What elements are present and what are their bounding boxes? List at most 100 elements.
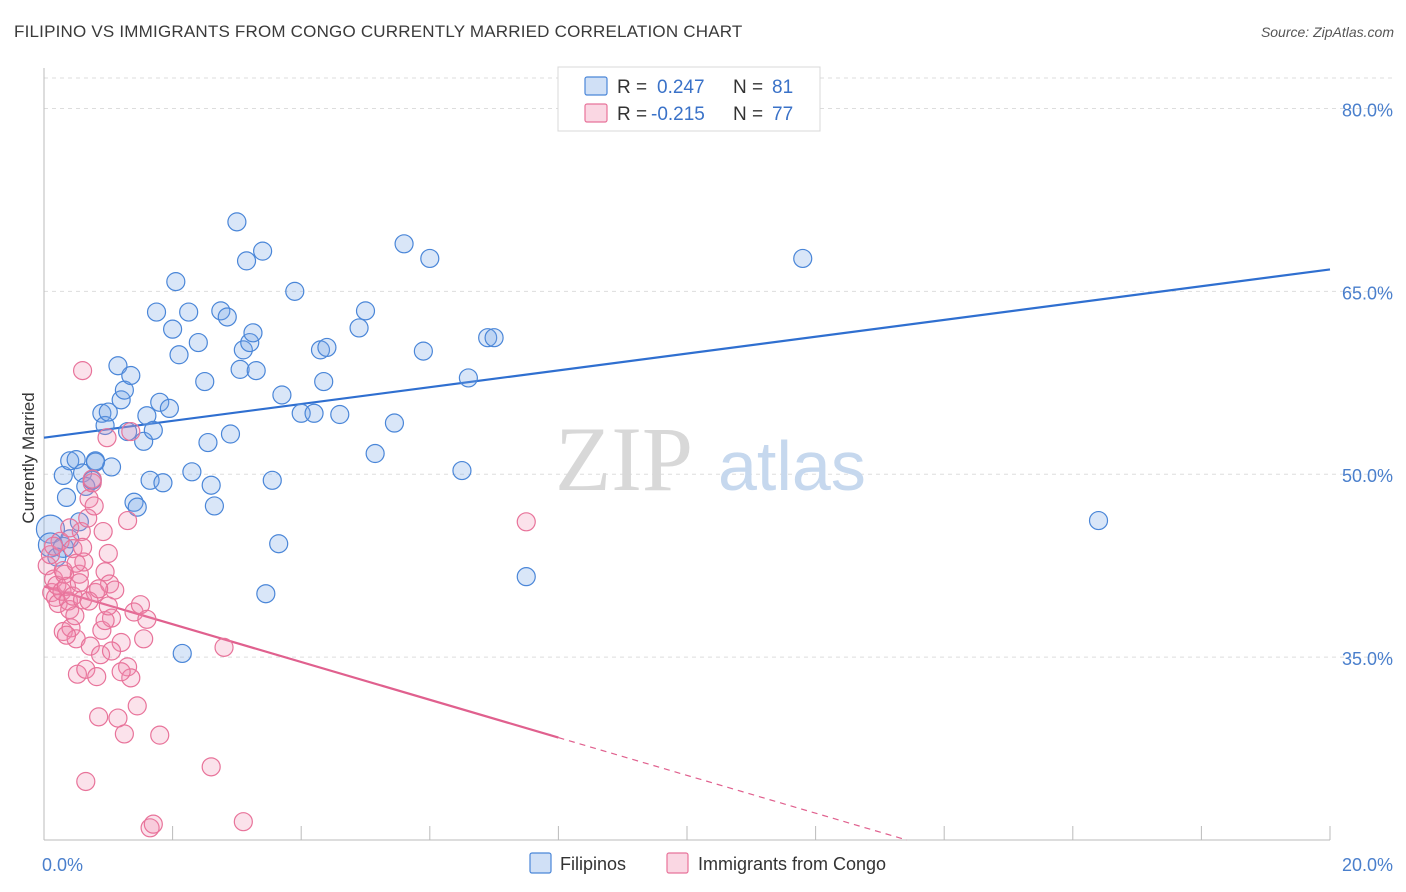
congo-point-72 <box>60 518 80 538</box>
congo-trend-line <box>43 585 559 739</box>
filipinos-point-13 <box>92 403 112 423</box>
axes <box>43 68 1331 841</box>
congo-point-37 <box>98 543 118 564</box>
legend-n-value-1: 81 <box>772 77 793 98</box>
filipinos-point-67 <box>365 443 385 464</box>
filipinos-point-52 <box>246 361 266 381</box>
y-tick-label-2: 65.0% <box>1342 283 1393 303</box>
legend-box <box>557 66 821 132</box>
x-tick-label-1: 20.0% <box>1342 855 1393 875</box>
legend-swatch-blue <box>584 76 608 96</box>
congo-point-50 <box>137 609 157 629</box>
filipinos-point-80 <box>85 452 106 472</box>
filipinos-point-48 <box>233 340 253 360</box>
bottom-legend-swatch-congo <box>666 852 689 874</box>
congo-point-60 <box>214 637 234 657</box>
filipinos-point-32 <box>163 319 183 339</box>
bottom-legend-label-filipinos: Filipinos <box>560 854 626 874</box>
filipinos-point-21 <box>121 365 141 386</box>
congo-point-70 <box>101 641 122 661</box>
bottom-legend: Filipinos Immigrants from Congo <box>529 852 886 874</box>
filipinos-point-46 <box>227 212 247 232</box>
congo-point-55 <box>76 771 96 792</box>
congo-point-74 <box>56 625 77 645</box>
filipinos-point-63 <box>317 337 337 358</box>
filipinos-point-71 <box>420 248 440 269</box>
legend-r-label-2: R = <box>617 104 647 125</box>
legend-r-value-2: -0.215 <box>651 104 705 125</box>
filipinos-point-39 <box>195 371 215 392</box>
congo-point-63 <box>44 536 64 556</box>
filipinos-point-33 <box>166 272 186 292</box>
tick-labels: 35.0% 50.0% 65.0% 80.0% 0.0% 20.0% <box>42 100 1393 875</box>
filipinos-point-47 <box>230 359 250 379</box>
watermark-zip: ZIP <box>555 408 693 510</box>
congo-point-32 <box>90 645 111 665</box>
congo-trend-extension <box>558 737 908 841</box>
congo-point-61 <box>233 812 253 832</box>
filipinos-point-31 <box>159 398 179 419</box>
filipinos-point-41 <box>201 475 221 495</box>
trend-lines <box>43 268 1331 841</box>
watermark: ZIP atlas <box>555 408 866 510</box>
filipinos-point-70 <box>413 341 433 361</box>
legend-n-value-2: 77 <box>772 104 793 125</box>
congo-point-30 <box>87 667 107 687</box>
data-points <box>35 212 1109 838</box>
filipinos-point-62 <box>314 371 334 392</box>
x-tick-label-0: 0.0% <box>42 855 83 875</box>
filipinos-point-23 <box>127 497 147 517</box>
congo-point-45 <box>121 668 141 688</box>
congo-point-59 <box>201 757 221 777</box>
congo-point-16 <box>65 606 85 626</box>
congo-point-38 <box>99 574 120 594</box>
y-axis-label: Currently Married <box>19 392 38 523</box>
congo-point-54 <box>72 361 93 381</box>
source-label: Source: ZipAtlas.com <box>1260 24 1394 40</box>
congo-point-47 <box>127 696 147 716</box>
filipinos-point-56 <box>269 534 289 554</box>
filipinos-point-53 <box>253 241 273 261</box>
filipinos-point-15 <box>98 402 118 422</box>
congo-point-68 <box>89 579 109 599</box>
congo-point-24 <box>78 508 98 528</box>
legend: R = 0.247 N = 81 R = -0.215 N = 77 <box>557 66 821 132</box>
filipinos-point-78 <box>1088 510 1109 531</box>
filipinos-point-30 <box>153 473 173 493</box>
congo-point-51 <box>140 818 160 838</box>
filipinos-point-36 <box>179 302 199 322</box>
filipinos-point-65 <box>349 318 369 338</box>
filipinos-point-40 <box>198 432 218 453</box>
filipinos-point-37 <box>182 462 202 482</box>
congo-point-35 <box>95 562 115 582</box>
congo-point-36 <box>97 428 117 448</box>
congo-point-34 <box>93 521 113 542</box>
filipinos-point-74 <box>478 328 498 348</box>
bottom-legend-label-congo: Immigrants from Congo <box>698 854 886 874</box>
filipinos-point-77 <box>793 248 813 269</box>
watermark-atlas: atlas <box>718 427 866 505</box>
filipinos-point-72 <box>452 460 472 481</box>
congo-point-43 <box>114 724 134 744</box>
filipinos-point-55 <box>262 470 282 490</box>
congo-point-23 <box>76 659 96 679</box>
y-tick-label-0: 35.0% <box>1342 649 1393 669</box>
legend-swatch-pink <box>584 103 608 123</box>
y-tick-label-3: 80.0% <box>1342 100 1393 120</box>
congo-point-69 <box>95 610 115 631</box>
filipinos-point-16 <box>101 457 122 477</box>
legend-n-label-2: N = <box>733 104 763 125</box>
congo-point-75 <box>98 596 118 616</box>
congo-point-52 <box>143 814 163 834</box>
legend-r-label-1: R = <box>617 77 647 98</box>
filipinos-point-6 <box>60 451 80 471</box>
congo-point-62 <box>516 512 536 532</box>
filipinos-point-29 <box>150 392 170 412</box>
congo-point-71 <box>111 662 131 682</box>
legend-n-label-1: N = <box>733 77 763 98</box>
congo-point-66 <box>69 573 89 593</box>
congo-point-58 <box>82 469 102 489</box>
filipinos-point-24 <box>134 431 154 451</box>
filipinos-point-68 <box>384 413 405 433</box>
filipinos-point-5 <box>56 487 77 508</box>
